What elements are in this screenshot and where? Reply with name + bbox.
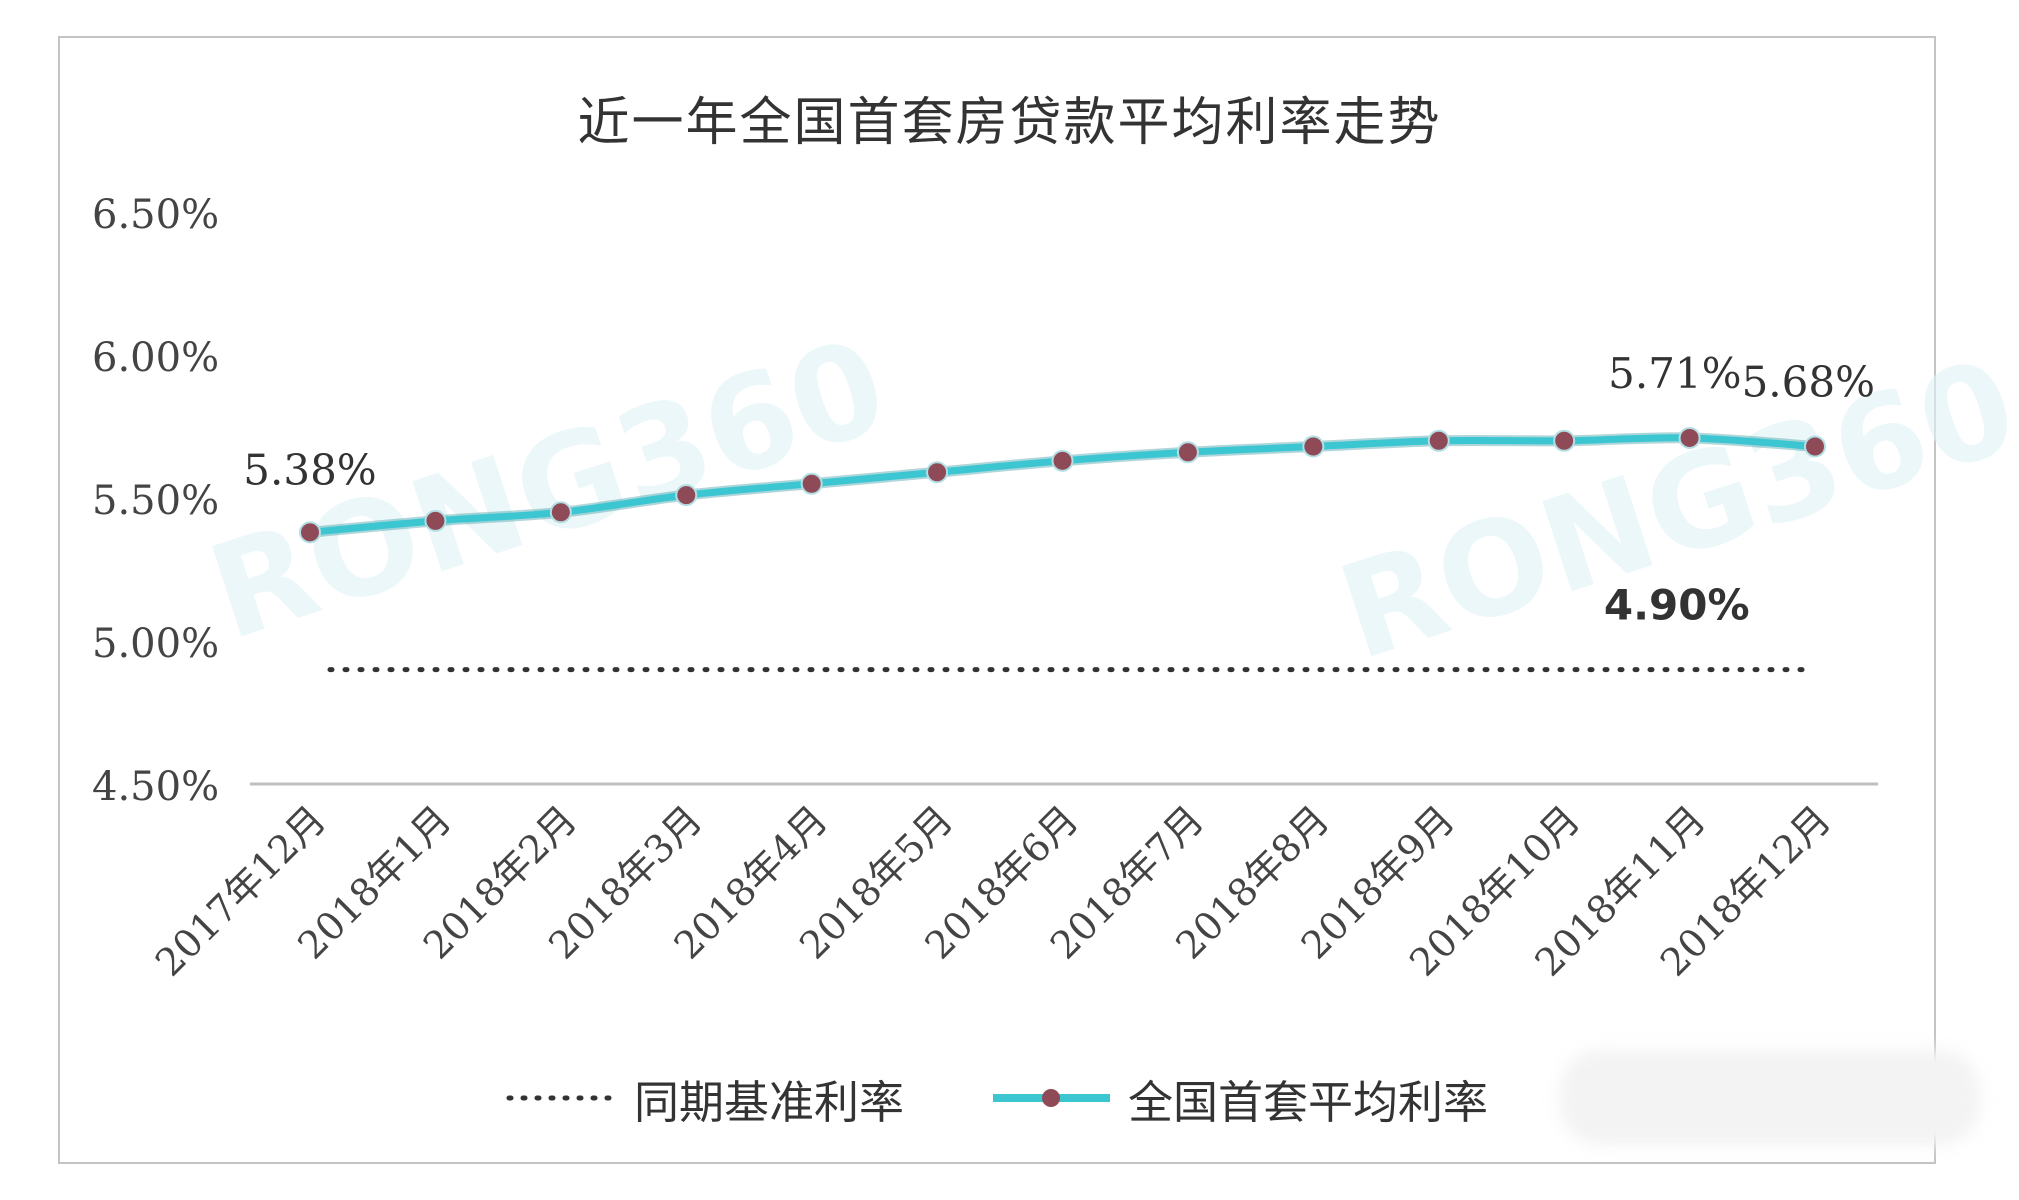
data-point — [1176, 441, 1199, 464]
chart-title: 近一年全国首套房贷款平均利率走势 — [577, 93, 1442, 153]
data-point — [1427, 429, 1450, 452]
data-label: 5.71% — [1608, 349, 1741, 398]
data-point — [299, 521, 321, 544]
y-tick-label: 4.50% — [92, 764, 219, 810]
data-label: 5.68% — [1742, 358, 1875, 407]
chart-frame — [58, 36, 1936, 1164]
legend-swatch-line-marker — [993, 1089, 1111, 1107]
data-point — [675, 484, 698, 507]
chart-legend: 同期基准利率 全国首套平均利率 — [505, 1066, 1573, 1131]
data-label: 4.90% — [1604, 581, 1750, 630]
legend-item-benchmark: 同期基准利率 — [505, 1066, 904, 1131]
data-point — [1302, 435, 1325, 458]
data-label: 5.38% — [243, 445, 376, 494]
blurred-mark — [1560, 1050, 1980, 1145]
legend-swatch-dotted — [506, 1095, 620, 1101]
legend-label-average: 全国首套平均利率 — [1128, 1075, 1489, 1129]
y-tick-label: 5.00% — [92, 621, 219, 667]
x-tick-label: 2017年12月 — [147, 797, 334, 984]
data-point — [1553, 429, 1576, 452]
y-tick-label: 5.50% — [92, 478, 219, 524]
y-tick-label: 6.00% — [92, 335, 219, 381]
data-point — [800, 472, 823, 495]
data-point — [1051, 449, 1074, 472]
legend-item-average: 全国首套平均利率 — [989, 1066, 1488, 1131]
data-point — [1678, 426, 1701, 449]
data-point — [1804, 435, 1826, 458]
y-tick-label: 6.50% — [92, 192, 219, 238]
data-point — [549, 501, 572, 524]
data-point — [424, 509, 447, 532]
data-point — [926, 461, 949, 484]
legend-label-benchmark: 同期基准利率 — [634, 1075, 905, 1129]
